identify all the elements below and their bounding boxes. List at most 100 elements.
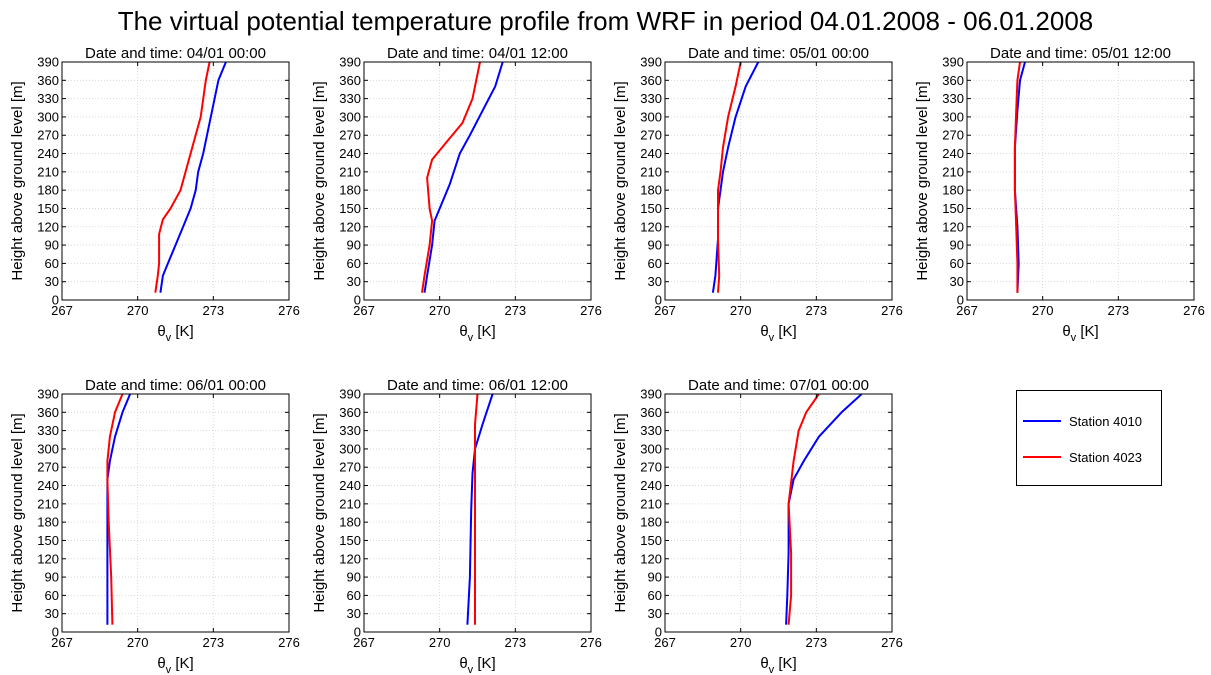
series-line-station-4023 [474, 393, 479, 625]
y-tick-label: 300 [942, 109, 964, 124]
y-tick-label: 120 [640, 219, 662, 234]
y-tick-label: 210 [640, 496, 662, 511]
y-tick-label: 240 [37, 146, 59, 161]
y-tick-label: 0 [52, 293, 59, 308]
y-tick-label: 0 [52, 625, 59, 640]
subplot-3: 267 270 273 276 0 30 60 90 120 150 180 210 240 270 300… [612, 45, 903, 344]
y-tick-label: 360 [640, 405, 662, 420]
y-tick-label: 180 [640, 515, 662, 530]
subplot-4: 267 270 273 276 0 30 60 90 120 150 180 210 240 270 300… [914, 45, 1205, 344]
y-tick-label: 360 [339, 405, 361, 420]
y-tick-label: 60 [648, 256, 662, 271]
y-axis-label: Height above ground level [m] [311, 413, 328, 612]
y-tick-label: 180 [339, 515, 361, 530]
series-line-station-4010 [423, 61, 504, 293]
y-tick-label: 270 [339, 460, 361, 475]
y-tick-label: 90 [347, 570, 361, 585]
subplot-6: 267 270 273 276 0 30 60 90 120 150 180 210 240 270 300… [311, 377, 602, 675]
y-tick-label: 180 [640, 183, 662, 198]
y-tick-label: 30 [45, 274, 59, 289]
x-tick-label: 273 [805, 303, 827, 318]
legend-label: Station 4010 [1069, 413, 1143, 429]
x-tick-label: 276 [278, 303, 300, 318]
x-tick-label: 276 [580, 303, 602, 318]
y-tick-label: 300 [37, 441, 59, 456]
y-tick-label: 360 [339, 73, 361, 88]
plot-area [62, 62, 289, 300]
y-tick-label: 240 [942, 146, 964, 161]
y-tick-label: 90 [45, 238, 59, 253]
axes-frame [363, 393, 592, 633]
subplot-1: 267 270 273 276 0 30 60 90 120 150 180 210 240 270 300… [9, 45, 300, 344]
plot-area [665, 394, 892, 632]
x-axis-label: θv [K] [157, 323, 193, 344]
axes-frame [61, 61, 290, 301]
y-axis-label: Height above ground level [m] [612, 413, 629, 612]
y-tick-label: 90 [347, 238, 361, 253]
axes-frame [664, 61, 893, 301]
figure-title: The virtual potential temperature profil… [117, 6, 1094, 36]
subplot-title: Date and time: 04/01 12:00 [387, 45, 568, 62]
y-tick-label: 210 [640, 164, 662, 179]
y-tick-label: 330 [37, 91, 59, 106]
legend-entry-station-4023: Station 4023 [1023, 447, 1142, 467]
y-tick-label: 240 [339, 478, 361, 493]
x-tick-label: 270 [429, 303, 451, 318]
y-tick-label: 30 [648, 606, 662, 621]
y-tick-label: 390 [640, 55, 662, 70]
y-tick-label: 300 [37, 109, 59, 124]
y-tick-label: 150 [37, 201, 59, 216]
x-tick-label: 267 [51, 635, 73, 650]
y-tick-label: 90 [950, 238, 964, 253]
y-tick-label: 300 [640, 109, 662, 124]
y-tick-label: 60 [347, 256, 361, 271]
y-tick-label: 210 [37, 164, 59, 179]
y-axis-label: Height above ground level [m] [612, 81, 629, 280]
y-tick-label: 240 [640, 478, 662, 493]
x-tick-label: 267 [654, 635, 676, 650]
axes-frame [61, 393, 290, 633]
y-tick-label: 120 [37, 219, 59, 234]
subplot-title: Date and time: 07/01 00:00 [688, 377, 869, 394]
y-tick-label: 120 [339, 551, 361, 566]
y-tick-label: 270 [640, 128, 662, 143]
series-line-station-4010 [106, 393, 132, 625]
y-tick-label: 30 [347, 606, 361, 621]
legend-swatch [1023, 420, 1061, 422]
x-tick-label: 270 [127, 303, 149, 318]
y-tick-label: 360 [942, 73, 964, 88]
series-line-station-4010 [159, 61, 227, 293]
series-line-station-4023 [421, 61, 481, 293]
plot-area [364, 62, 591, 300]
x-tick-label: 276 [1183, 303, 1205, 318]
y-tick-label: 210 [942, 164, 964, 179]
y-tick-label: 330 [37, 423, 59, 438]
axes-frame [966, 61, 1195, 301]
y-tick-label: 30 [45, 606, 59, 621]
y-tick-label: 180 [37, 183, 59, 198]
subplot-title: Date and time: 05/01 00:00 [688, 45, 869, 62]
y-tick-label: 390 [640, 387, 662, 402]
x-axis-label: θv [K] [1062, 323, 1098, 344]
y-tick-label: 120 [942, 219, 964, 234]
x-tick-label: 270 [429, 635, 451, 650]
x-axis-label: θv [K] [459, 655, 495, 675]
x-axis-label: θv [K] [760, 323, 796, 344]
y-tick-label: 0 [957, 293, 964, 308]
y-axis-label: Height above ground level [m] [9, 413, 26, 612]
y-tick-label: 360 [640, 73, 662, 88]
y-tick-label: 240 [37, 478, 59, 493]
y-tick-label: 270 [37, 128, 59, 143]
y-axis-label: Height above ground level [m] [311, 81, 328, 280]
x-tick-label: 273 [504, 635, 526, 650]
y-tick-label: 240 [640, 146, 662, 161]
y-tick-label: 60 [45, 256, 59, 271]
y-tick-label: 0 [354, 625, 361, 640]
axes-frame [363, 61, 592, 301]
subplot-2: 267 270 273 276 0 30 60 90 120 150 180 210 240 270 300… [311, 45, 602, 344]
x-tick-label: 273 [805, 635, 827, 650]
y-tick-label: 30 [950, 274, 964, 289]
y-tick-label: 300 [640, 441, 662, 456]
y-tick-label: 270 [37, 460, 59, 475]
